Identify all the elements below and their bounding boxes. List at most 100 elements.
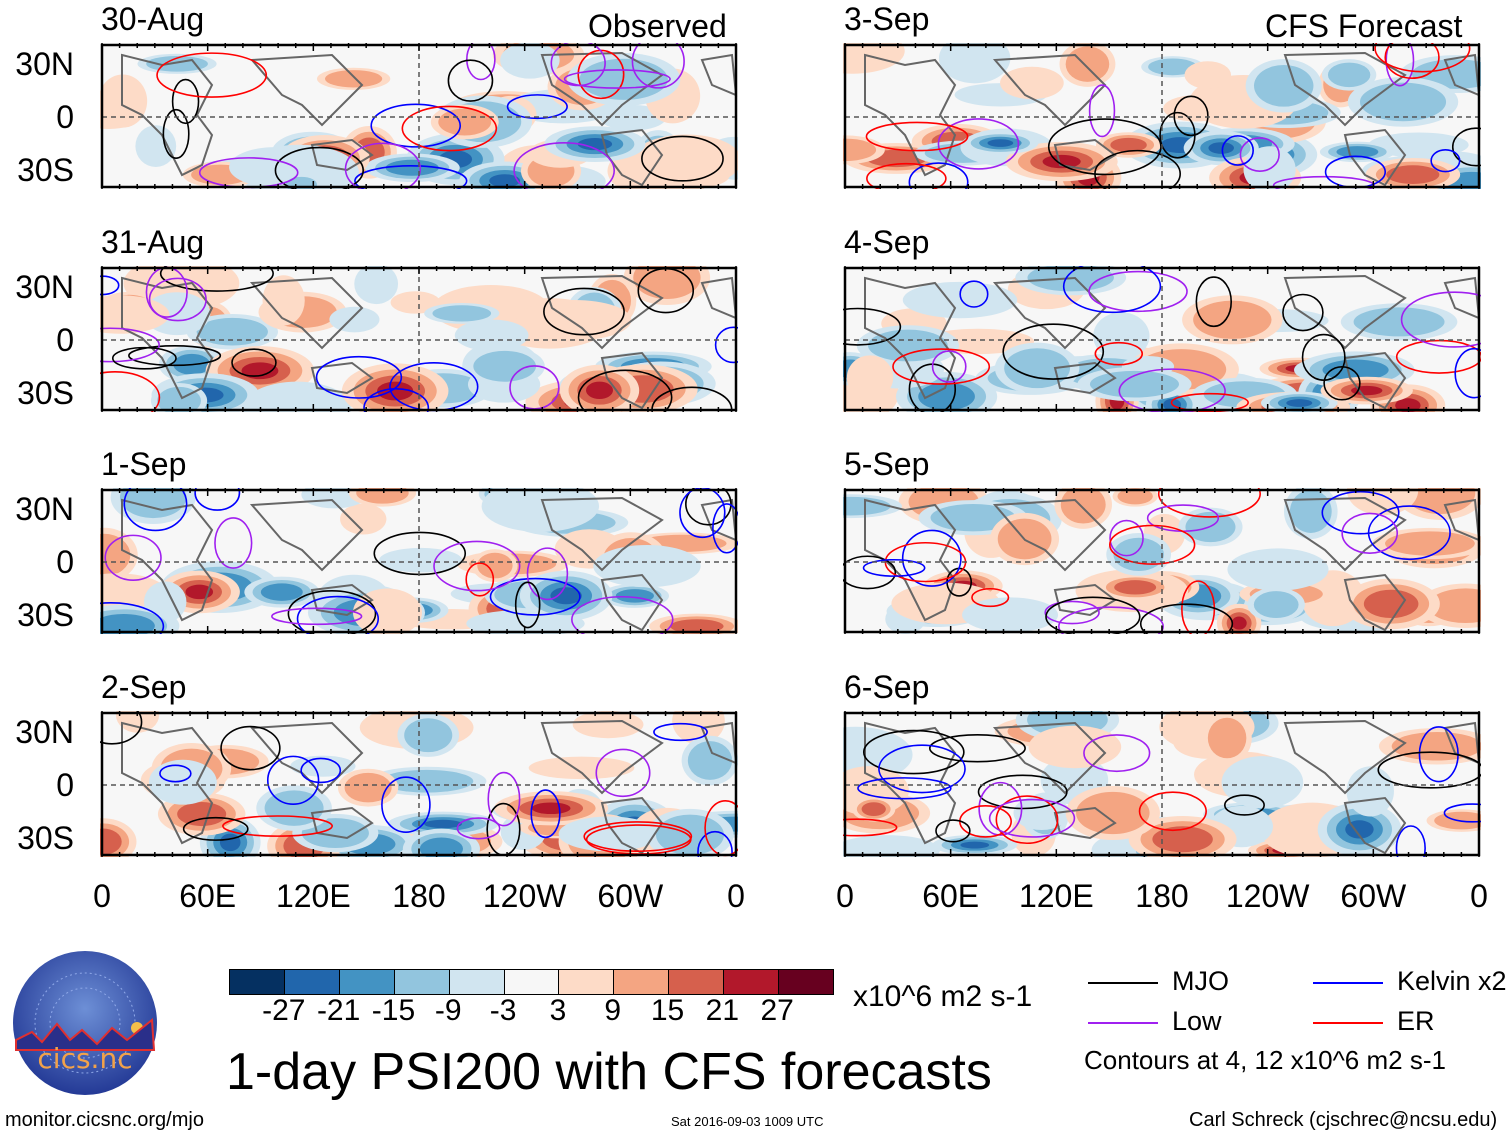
- coastlines: [864, 51, 1481, 187]
- legend-line-er: [1313, 1022, 1383, 1024]
- contour-line: [373, 531, 467, 576]
- panel-date-label: 31-Aug: [101, 224, 205, 260]
- negative-anomaly-shading: [1322, 359, 1389, 381]
- positive-anomaly-shading: [1193, 300, 1272, 339]
- contour-line: [100, 602, 165, 634]
- positive-anomaly-shading: [356, 488, 409, 504]
- contour-line: [901, 529, 962, 587]
- negative-anomaly-shading: [454, 319, 529, 351]
- contour-line: [100, 371, 161, 412]
- contour-line: [1108, 524, 1196, 565]
- colorbar-swatch: [779, 970, 833, 994]
- contour-line: [978, 781, 1023, 836]
- colorbar-swatch: [284, 970, 340, 994]
- positive-anomaly-shading: [177, 802, 227, 827]
- x-tick-label: 60W: [597, 878, 664, 914]
- positive-anomaly-shading: [531, 802, 571, 815]
- contour-line: [1239, 137, 1280, 172]
- colorbar-swatch: [339, 970, 395, 994]
- positive-anomaly-shading: [1391, 731, 1481, 761]
- y-tick-label: 30N: [15, 46, 74, 82]
- contour-line: [274, 146, 364, 189]
- negative-anomaly-shading: [1359, 82, 1447, 122]
- positive-anomaly-shading: [846, 355, 894, 400]
- positive-anomaly-shading: [100, 74, 148, 128]
- contour-line: [1094, 149, 1181, 189]
- contour-line: [928, 734, 1026, 763]
- x-tick-label: 0: [836, 878, 854, 914]
- contour-line: [1395, 825, 1426, 857]
- contour-line: [100, 327, 160, 363]
- colorbar-swatch: [230, 970, 285, 994]
- positive-anomaly-shading: [100, 295, 170, 334]
- negative-anomaly-shading: [1286, 399, 1313, 407]
- panel-date-label: 3-Sep: [844, 1, 930, 37]
- legend-line-low: [1088, 1022, 1158, 1024]
- contour-line: [995, 795, 1059, 845]
- coastlines: [121, 51, 738, 187]
- negative-anomaly-shading: [424, 819, 462, 829]
- x-tick-label: 0: [93, 878, 111, 914]
- contour-line: [1454, 347, 1481, 399]
- positive-anomaly-shading: [1000, 66, 1064, 100]
- contour-line: [370, 103, 462, 148]
- contour-line: [1195, 276, 1233, 328]
- negative-anomaly-shading: [380, 769, 474, 793]
- negative-anomaly-shading: [329, 306, 380, 333]
- y-tick-label: 30N: [15, 491, 74, 527]
- contour-line: [315, 355, 403, 399]
- positive-anomaly-shading: [1207, 717, 1247, 759]
- contour-line: [892, 348, 991, 385]
- x-tick-label: 0: [1470, 878, 1488, 914]
- negative-anomaly-shading: [1004, 348, 1071, 389]
- negative-anomaly-shading: [938, 43, 1011, 84]
- contour-line: [465, 562, 495, 597]
- negative-anomaly-shading: [473, 350, 536, 382]
- x-tick-label: 60E: [179, 878, 237, 914]
- observed-label: Observed: [588, 8, 727, 44]
- contour-line: [843, 818, 898, 837]
- colorbar-swatch: [724, 970, 780, 994]
- positive-anomaly-shading: [861, 802, 886, 817]
- contour-line: [937, 118, 1020, 170]
- map-panel-2-Sep: [100, 711, 738, 857]
- contour-line: [466, 43, 496, 81]
- contour-line: [543, 287, 625, 336]
- contour-line: [697, 830, 733, 857]
- map-panel-5-Sep: [843, 488, 1481, 634]
- coastlines: [864, 719, 1481, 855]
- contour-line: [931, 350, 967, 383]
- colorbar-units: x10^6 m2 s-1: [853, 980, 1033, 1013]
- negative-anomaly-shading: [960, 841, 990, 849]
- colorbar-tick-label: 21: [705, 994, 740, 1027]
- footer-timestamp: Sat 2016-09-03 1009 UTC: [671, 1114, 824, 1129]
- negative-anomaly-shading: [593, 544, 701, 588]
- y-tick-label: 30S: [17, 597, 74, 633]
- colorbar-tick-label: -15: [371, 994, 416, 1027]
- positive-anomaly-shading: [1363, 589, 1419, 619]
- footer-url[interactable]: monitor.cicsnc.org/mjo: [5, 1109, 204, 1131]
- negative-anomaly-shading: [687, 741, 733, 780]
- contour-line: [641, 135, 724, 182]
- positive-anomaly-shading: [115, 711, 160, 733]
- y-tick-label: 0: [56, 322, 74, 358]
- contour-line: [908, 162, 969, 189]
- positive-anomaly-shading: [377, 381, 414, 401]
- positive-anomaly-shading: [1110, 137, 1147, 153]
- negative-anomaly-shading: [1093, 312, 1150, 360]
- negative-anomaly-shading: [1346, 766, 1394, 817]
- positive-anomaly-shading: [340, 503, 387, 535]
- positive-anomaly-shading: [1184, 61, 1232, 89]
- contour-line: [1159, 111, 1196, 159]
- contour-line: [148, 277, 207, 322]
- negative-anomaly-shading: [135, 125, 177, 168]
- negative-anomaly-shading: [196, 317, 268, 346]
- contour-line: [843, 555, 897, 590]
- legend-label: Low: [1172, 1006, 1222, 1036]
- negative-anomaly-shading: [385, 159, 439, 176]
- positive-anomaly-shading: [1395, 398, 1421, 412]
- colorbar-tick-label: -3: [489, 994, 517, 1027]
- contour-line: [1109, 519, 1144, 557]
- contour-line: [433, 540, 521, 592]
- negative-anomaly-shading: [489, 174, 521, 188]
